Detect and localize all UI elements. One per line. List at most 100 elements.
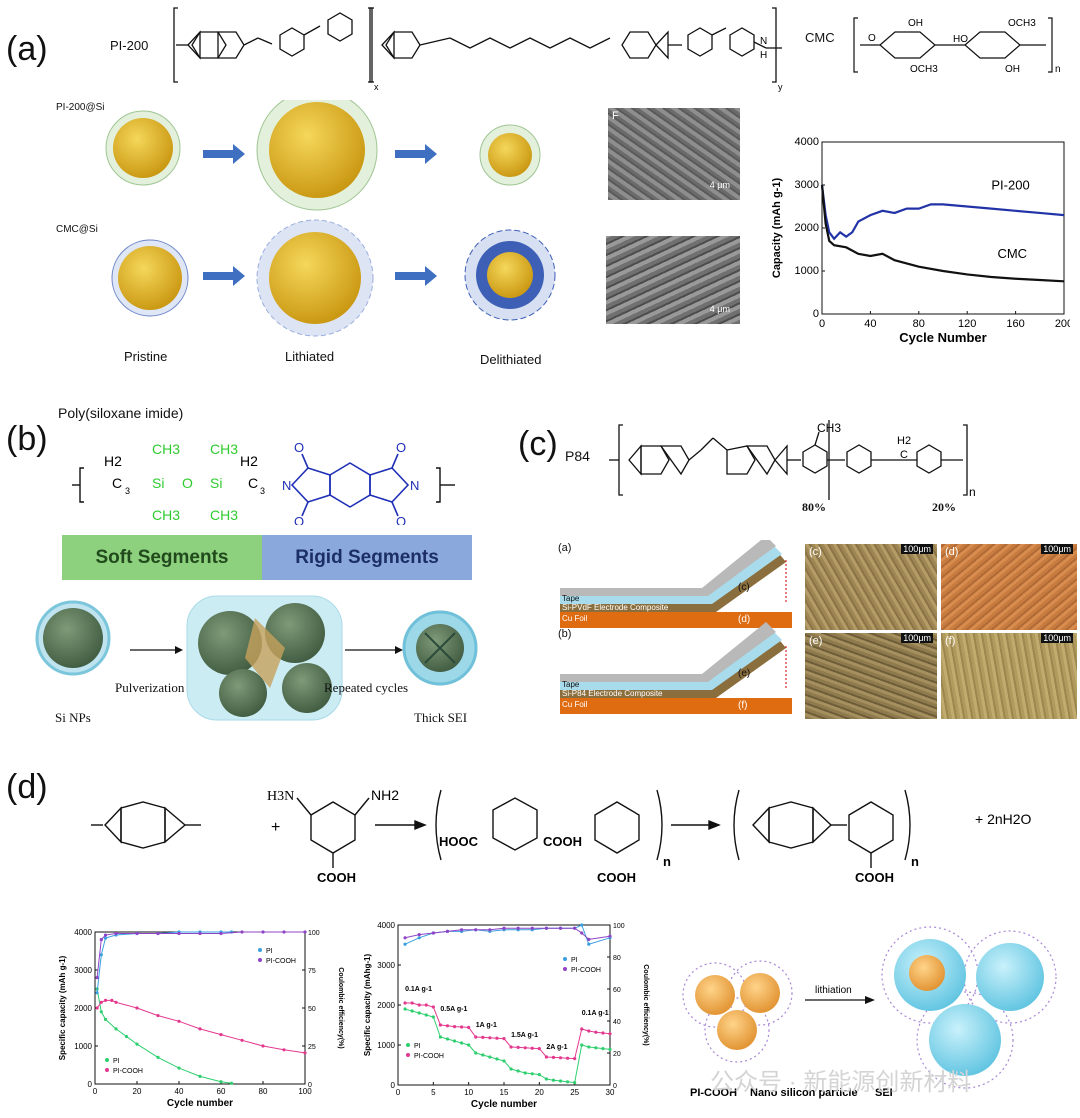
stage-thick-sei: Thick SEI <box>414 710 468 725</box>
sem-image-top: F 4 μm <box>608 108 740 200</box>
diagram-b-letter: (b) <box>558 628 572 640</box>
sem-image-bottom: 4 μm <box>606 236 740 324</box>
series-point-0 <box>516 1069 520 1073</box>
series-point-0 <box>502 1059 506 1063</box>
series-point-3 <box>530 926 534 930</box>
legend-picooh-ce: PI-COOH <box>266 958 296 965</box>
series-point-0 <box>523 1071 527 1075</box>
cmc-ho: HO <box>953 34 968 45</box>
series-point-1 <box>551 1055 556 1059</box>
x-tick-label: 160 <box>1006 318 1024 330</box>
sei-cartoon: lithiation PI-COOH Nano silicon particle… <box>682 926 1057 1099</box>
series-point-1 <box>601 1031 605 1035</box>
series-point-0 <box>474 1051 478 1055</box>
legend-marker-pi-cap <box>406 1043 410 1047</box>
micrograph-c-scale: 100μm <box>901 544 933 554</box>
y2-tick-label: 60 <box>613 987 621 994</box>
sem-panel-letter: F <box>612 110 619 122</box>
series-point-1 <box>110 998 114 1002</box>
diagram-b-foil: Cu Foil <box>562 700 588 709</box>
y2-tick-label: 50 <box>308 1006 316 1013</box>
series-point-1 <box>509 1045 513 1049</box>
y-axis-label: Specific capacity (mAh g-1) <box>58 955 67 1060</box>
pi-200-label: PI-200 <box>110 38 149 53</box>
sem-scale-bottom: 4 μm <box>709 304 730 314</box>
x-tick-label: 0 <box>93 1087 98 1096</box>
series-point-1 <box>580 1027 584 1031</box>
series-point-1 <box>417 1003 421 1007</box>
p84-n: n <box>969 485 975 499</box>
legend-pi-cap: PI <box>414 1043 421 1050</box>
sub3-left: 3 <box>125 486 130 496</box>
series-point-3 <box>502 926 506 930</box>
x-tick-label: 40 <box>175 1087 184 1096</box>
y-tick-label: 0 <box>813 308 819 320</box>
series-point-0 <box>580 1043 584 1047</box>
si-2: Si <box>210 475 222 491</box>
legend-cmc: CMC <box>997 246 1027 261</box>
series-point-0 <box>566 1080 570 1084</box>
rx-water: + 2nH2O <box>975 811 1032 827</box>
series-point-0 <box>558 1079 563 1083</box>
cmc-och3-1: OCH3 <box>1008 18 1036 29</box>
series-point-3 <box>580 931 584 935</box>
series-point-3 <box>135 931 139 936</box>
y2-tick-label: 20 <box>613 1051 621 1058</box>
series-point-1 <box>573 1057 577 1061</box>
rigid-segments-label: Rigid Segments <box>295 546 439 568</box>
series-point-0 <box>229 1081 234 1085</box>
y-tick-label: 3000 <box>377 961 395 970</box>
series-point-0 <box>594 1046 598 1050</box>
x-tick-label: 80 <box>259 1087 268 1096</box>
series-point-0 <box>587 1045 591 1049</box>
ch3-3: CH3 <box>210 441 238 457</box>
x-tick-label: 20 <box>535 1088 544 1097</box>
series-point-1 <box>403 1001 407 1005</box>
series-point-3 <box>516 926 520 930</box>
series-point-0 <box>467 1043 471 1047</box>
series-point-3 <box>417 933 421 937</box>
panel-c-letter: (c) <box>518 425 558 463</box>
series-point-2 <box>403 942 407 946</box>
y-tick-label: 2000 <box>74 1004 92 1013</box>
cmc-oh-2: OH <box>1005 64 1020 75</box>
h2-right: H2 <box>240 453 258 469</box>
row-label-pi200si: PI-200@Si <box>56 102 105 113</box>
capacity-chart-a: 0408012016020001000200030004000Cycle Num… <box>771 136 1070 345</box>
x-tick-label: 120 <box>958 318 976 330</box>
x-axis-label: Cycle number <box>167 1098 233 1109</box>
rx-cooh-2: COOH <box>543 834 582 849</box>
n-right: N <box>410 478 419 493</box>
series-point-3 <box>261 930 265 934</box>
y2-tick-label: 25 <box>308 1044 316 1051</box>
ch3-2: CH3 <box>152 507 180 523</box>
series-point-1 <box>177 1019 181 1023</box>
x-tick-label: 15 <box>500 1088 509 1097</box>
pi-cooh-reaction: + H3N NH2 COOH HOOC COOH COOH n COOH n +… <box>91 787 1032 885</box>
stage-si-nps: Si NPs <box>55 710 91 725</box>
series-point-3 <box>198 931 202 936</box>
x-tick-label: 100 <box>298 1087 312 1096</box>
legend-picooh-cap: PI-COOH <box>414 1053 444 1060</box>
series-point-0 <box>103 1017 108 1021</box>
series-point-3 <box>488 928 492 932</box>
x-tick-label: 0 <box>396 1088 401 1097</box>
y-tick-label: 0 <box>391 1081 396 1090</box>
legend-pi-200: PI-200 <box>991 177 1029 192</box>
rx-cooh-4: COOH <box>855 870 894 885</box>
series-point-0 <box>403 1007 407 1011</box>
y2-tick-label: 40 <box>613 1019 621 1026</box>
cmc-oh-1: OH <box>908 18 923 29</box>
series-point-1 <box>481 1035 485 1039</box>
series-point-1 <box>530 1046 534 1050</box>
series-point-0 <box>601 1047 605 1051</box>
series-line-1 <box>820 184 1065 283</box>
p84-label: P84 <box>565 448 590 464</box>
y-tick-label: 3000 <box>795 179 819 191</box>
peel-test-diagram <box>560 540 792 714</box>
series-point-0 <box>495 1057 499 1061</box>
legend-marker-pi-ce <box>563 957 567 961</box>
panel-b-letter: (b) <box>6 420 48 458</box>
series-point-0 <box>198 1074 202 1078</box>
series-point-3 <box>99 938 103 942</box>
